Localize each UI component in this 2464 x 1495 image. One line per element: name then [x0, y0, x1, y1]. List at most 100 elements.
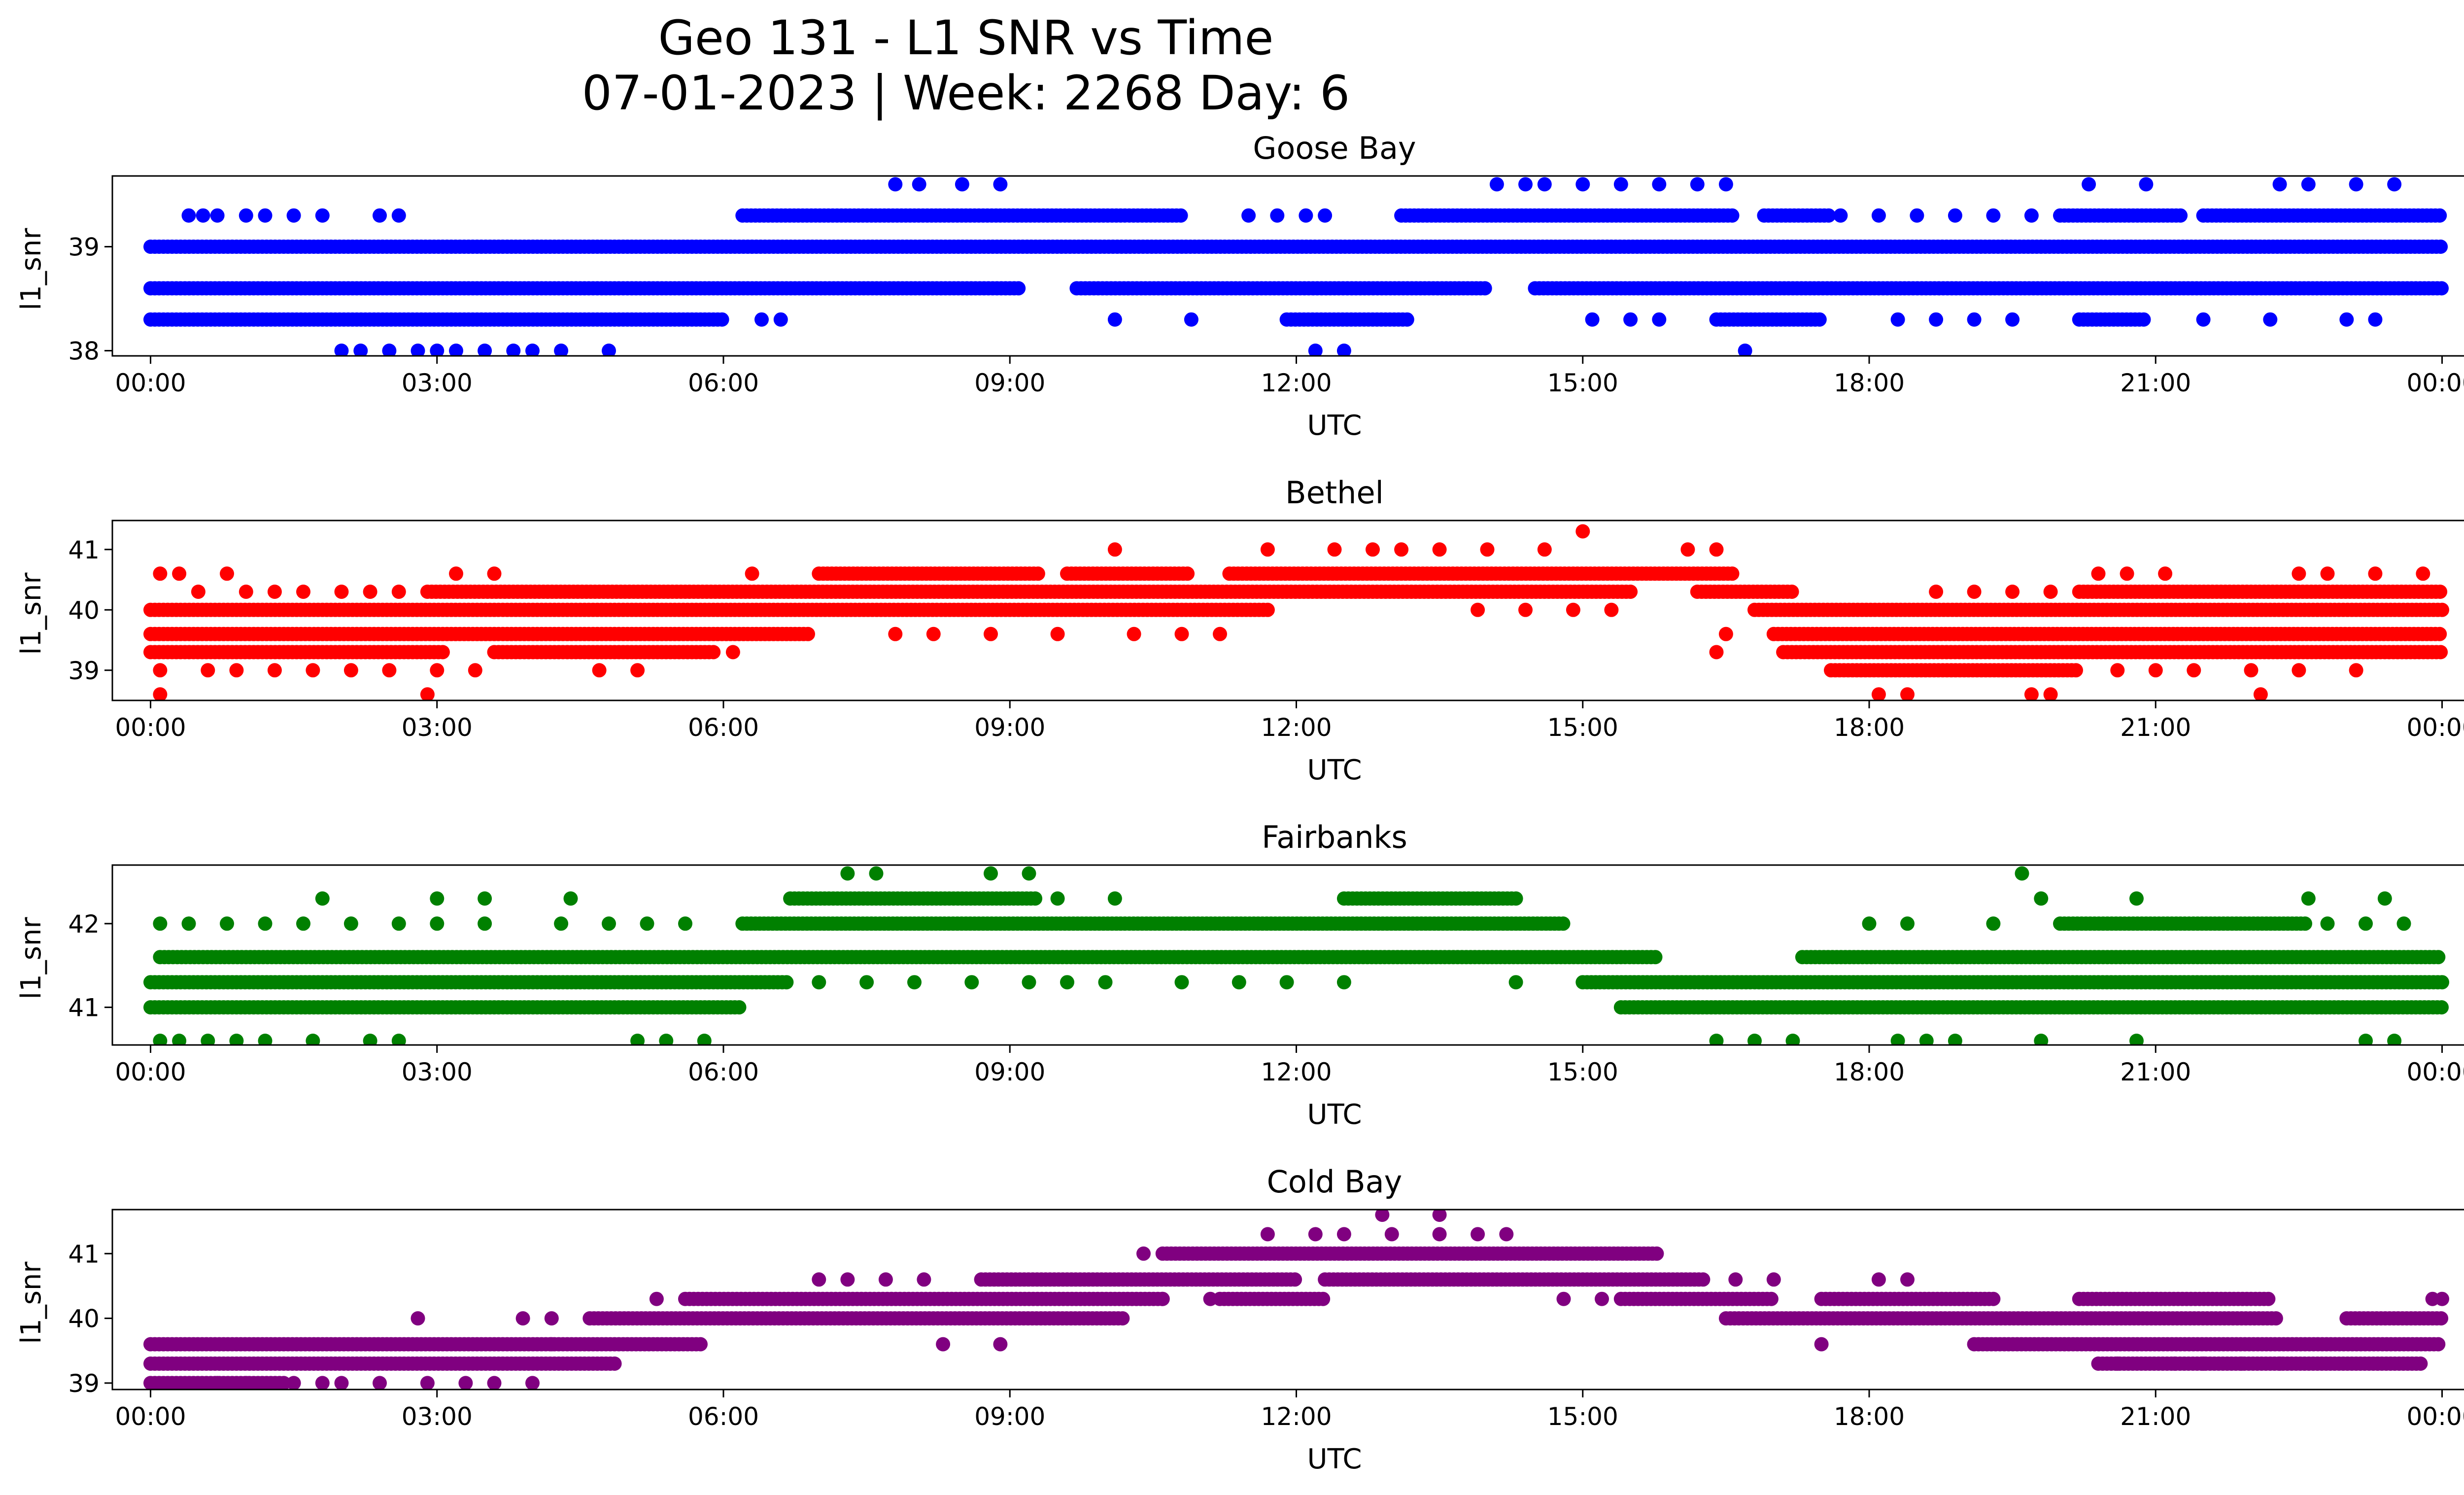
data-point — [563, 891, 578, 906]
data-point — [2253, 687, 2268, 700]
data-point — [1022, 866, 1036, 881]
data-point — [2129, 891, 2144, 906]
data-point — [1173, 208, 1188, 223]
data-point — [239, 208, 253, 223]
figure-title-line1: Geo 131 - L1 SNR vs Time — [658, 10, 1274, 66]
y-axis-label: l1_snr — [15, 572, 47, 655]
x-tick-label: 09:00 — [974, 369, 1045, 397]
data-point — [554, 344, 569, 356]
data-point — [2244, 663, 2259, 678]
x-tick-label: 18:00 — [1834, 369, 1905, 397]
x-tick-label: 03:00 — [402, 1058, 473, 1086]
data-point — [1022, 975, 1036, 990]
data-point — [1336, 975, 1351, 990]
data-point — [258, 1034, 273, 1045]
data-point — [1537, 177, 1552, 192]
x-tick-label: 15:00 — [1547, 369, 1618, 397]
data-point — [153, 687, 168, 700]
data-point — [779, 975, 794, 990]
data-point — [1871, 687, 1886, 700]
data-point — [1718, 177, 1733, 192]
data-point — [449, 344, 463, 356]
data-point — [1812, 312, 1827, 327]
data-point — [435, 645, 450, 660]
data-point — [745, 566, 759, 581]
data-point — [1948, 208, 1962, 223]
data-point — [1556, 916, 1571, 931]
x-axis-label: UTC — [1307, 754, 1362, 786]
data-point — [2158, 566, 2173, 581]
data-point — [1030, 566, 1045, 581]
data-point — [201, 1034, 215, 1045]
data-point — [2129, 1034, 2144, 1045]
data-point — [812, 975, 826, 990]
data-point — [1862, 916, 1877, 931]
data-point — [1260, 602, 1275, 617]
x-tick-label: 12:00 — [1261, 713, 1332, 742]
data-point — [2082, 177, 2096, 192]
panel-title: Fairbanks — [1262, 819, 1407, 855]
data-point — [153, 566, 168, 581]
x-tick-label: 21:00 — [2120, 713, 2191, 742]
data-point — [964, 975, 979, 990]
y-tick-label: 41 — [68, 536, 100, 564]
data-point — [2034, 1034, 2049, 1045]
data-point — [1107, 542, 1122, 557]
data-point — [1986, 916, 2001, 931]
data-point — [801, 626, 815, 641]
data-point — [2432, 626, 2447, 641]
data-point — [2433, 240, 2448, 254]
data-point — [2339, 312, 2354, 327]
data-point — [315, 208, 330, 223]
data-point — [1508, 975, 1523, 990]
data-point — [1785, 1034, 1800, 1045]
data-point — [2320, 566, 2335, 581]
data-point — [2349, 177, 2363, 192]
data-point — [172, 1034, 187, 1045]
y-tick-label: 40 — [68, 596, 100, 625]
data-point — [725, 645, 740, 660]
data-point — [1050, 891, 1065, 906]
data-point — [1784, 585, 1799, 599]
data-point — [1967, 585, 1982, 599]
data-point — [1107, 312, 1122, 327]
data-point — [2359, 916, 2373, 931]
x-tick-label: 15:00 — [1547, 713, 1618, 742]
data-point — [1585, 312, 1600, 327]
data-point — [1480, 542, 1495, 557]
data-point — [984, 626, 998, 641]
data-point — [1709, 1034, 1724, 1045]
data-point — [859, 975, 874, 990]
data-point — [391, 585, 406, 599]
data-point — [210, 208, 225, 223]
x-tick-label: 18:00 — [1834, 1058, 1905, 1086]
data-point — [258, 916, 273, 931]
x-tick-label: 21:00 — [2120, 369, 2191, 397]
data-point — [2024, 687, 2039, 700]
data-point — [2434, 1000, 2449, 1015]
data-point — [1747, 1034, 1762, 1045]
data-point — [1929, 312, 1944, 327]
data-point — [1833, 208, 1848, 223]
data-point — [2272, 177, 2287, 192]
data-point — [2187, 663, 2201, 678]
data-point — [2377, 891, 2392, 906]
x-tick-label: 03:00 — [402, 713, 473, 742]
data-point — [153, 916, 168, 931]
data-point — [1900, 687, 1915, 700]
data-point — [525, 344, 540, 356]
data-point — [239, 585, 253, 599]
data-point — [478, 344, 492, 356]
panel-title: Bethel — [1285, 475, 1384, 511]
data-point — [1919, 1034, 1934, 1045]
data-point — [2005, 312, 2020, 327]
data-point — [353, 344, 368, 356]
data-point — [1299, 208, 1313, 223]
data-point — [391, 208, 406, 223]
data-point — [1575, 524, 1590, 539]
data-point — [630, 1034, 645, 1045]
x-tick-label: 00:00 — [2406, 369, 2464, 397]
data-point — [201, 663, 215, 678]
figure-title-line2: 07-01-2023 | Week: 2268 Day: 6 — [582, 66, 1350, 121]
data-point — [1648, 950, 1663, 965]
